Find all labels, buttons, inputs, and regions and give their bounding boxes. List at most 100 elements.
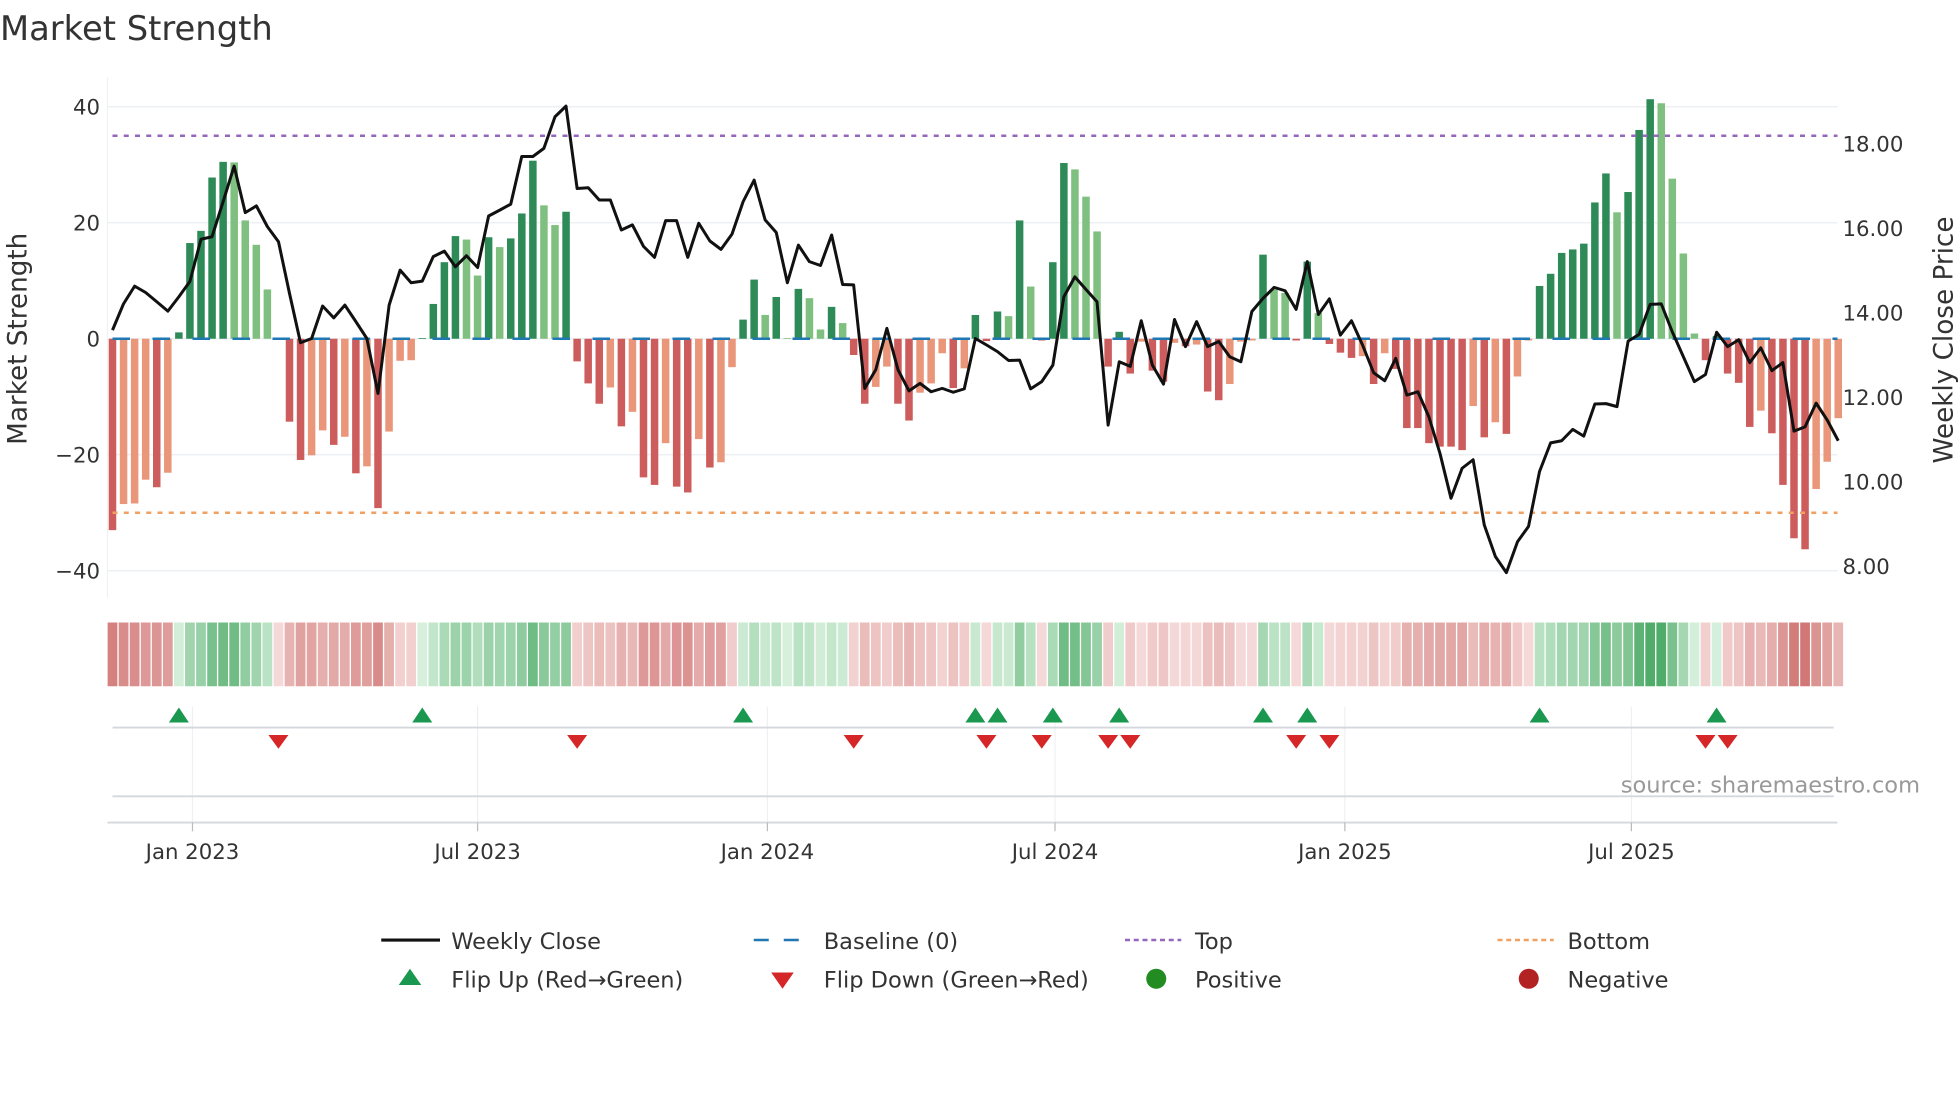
strength-bar [1170,338,1179,343]
strength-bar [341,338,349,437]
x-tick-label: Jul 2023 [432,840,520,865]
strength-bar [551,225,559,339]
strip-cell [959,622,970,687]
y2-tick-label: 8.00 [1843,555,1890,580]
strip-cell [229,622,240,687]
strip-cell [1833,622,1844,687]
strength-bar [130,338,139,504]
strip-cell [649,622,660,687]
legend-label: Flip Down (Green→Red) [824,968,1089,994]
strength-bar [1513,338,1522,377]
strength-bar [1203,338,1212,392]
strength-bar [1403,338,1411,429]
y-axis-ticks: 40 20 0 −20 −40 [55,95,100,584]
strip-cell [771,622,782,687]
strip-cell [450,622,461,687]
strip-cell [1534,622,1545,687]
strip-cell [1457,622,1468,687]
legend-label: Top [1194,929,1233,955]
strength-bar [307,338,316,456]
strip-cell [1070,622,1080,687]
legend-negative-icon [1518,968,1539,989]
strength-bar [1569,249,1577,339]
strip-cell [140,622,151,687]
strength-bar [1026,286,1035,339]
strength-bar [1148,338,1157,371]
strip-cell [716,622,726,687]
flip-down-marker [976,735,997,749]
strip-cell [1125,622,1136,687]
strength-bar [1093,231,1101,339]
strip-cell [1224,622,1235,687]
strength-bar [982,338,991,342]
strength-bar [650,338,659,485]
strength-bar [285,338,294,422]
strip-cell [1800,622,1810,687]
strip-cell [782,622,793,687]
strength-bar [263,289,272,339]
strip-cell [1014,622,1025,687]
strength-bar [1679,253,1688,339]
strength-bar [1447,338,1455,447]
strip-cell [373,622,383,687]
strength-bar [883,338,891,367]
strength-bar [1159,338,1168,382]
strength-bar [374,338,382,509]
strip-cell [384,622,394,687]
strength-bar [1281,292,1289,339]
strip-cell [1567,622,1578,687]
strip-cell [1689,622,1700,687]
strip-cell [539,622,549,687]
strength-bar [1546,273,1555,339]
strength-bar [1668,178,1677,339]
strip-cell [793,622,804,687]
strength-bar [119,338,128,505]
strength-bar [1823,338,1831,462]
x-tick-label: Jan 2025 [1296,840,1392,865]
strip-cell [1435,622,1445,687]
chart-title: Market Strength [0,9,273,48]
strip-cell [284,622,295,687]
strength-heat-strip [107,622,1844,687]
strength-bar [473,275,482,339]
strength-bar [794,288,803,339]
strip-cell [1479,622,1490,687]
strength-bar [827,306,836,339]
strength-bar [628,338,637,412]
flip-up-marker [733,707,754,723]
strength-bar [363,338,371,467]
strip-cell [1490,622,1501,687]
strength-bar [484,237,493,339]
strength-bar [1336,338,1345,353]
strip-cell [1424,622,1434,687]
strength-bar [1226,338,1234,384]
x-tick-label: Jul 2025 [1586,840,1674,865]
strength-bar [1414,338,1422,429]
strength-bar [1602,173,1610,339]
legend-label: Bottom [1568,929,1651,955]
strip-cell [1744,622,1755,687]
flip-up-marker [1297,707,1318,723]
strength-bar [1757,338,1765,411]
flip-up-marker [1253,707,1273,723]
strip-cell [1390,622,1401,687]
strip-cell [1114,622,1125,687]
strength-bar [1270,289,1278,339]
strength-bar [1723,338,1732,374]
strength-bar [540,205,548,339]
strength-bar [1469,338,1477,407]
strip-cell [174,622,184,687]
strength-bar [318,338,327,431]
strength-bar [1215,338,1223,401]
strip-cell [1667,622,1678,687]
y2-axis-ticks: 18.00 16.00 14.00 12.00 10.00 8.00 [1843,132,1904,580]
strength-bar [1701,338,1710,361]
strength-bar [639,338,648,478]
strip-cell [1202,622,1213,687]
strength-bar [1801,338,1809,550]
strip-cell [1601,622,1611,687]
strip-cell [760,622,771,687]
strip-cell [627,622,638,687]
strip-cell [1280,622,1290,687]
strength-bar [595,338,603,404]
